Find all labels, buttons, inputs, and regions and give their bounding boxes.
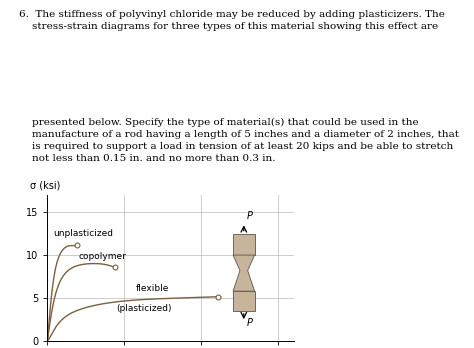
- Text: (plasticized): (plasticized): [117, 304, 172, 313]
- Text: σ (ksi): σ (ksi): [30, 181, 61, 191]
- Text: P: P: [247, 211, 253, 221]
- Polygon shape: [233, 291, 255, 311]
- Text: 6.  The stiffness of polyvinyl chloride may be reduced by adding plasticizers. T: 6. The stiffness of polyvinyl chloride m…: [19, 10, 445, 31]
- Text: P: P: [247, 318, 253, 328]
- Polygon shape: [233, 234, 255, 255]
- Text: presented below. Specify the type of material(s) that could be used in the
    m: presented below. Specify the type of mat…: [19, 118, 459, 163]
- Text: flexible: flexible: [136, 284, 169, 293]
- Text: unplasticized: unplasticized: [54, 229, 114, 238]
- Text: copolymer: copolymer: [78, 252, 126, 261]
- Polygon shape: [233, 255, 255, 291]
